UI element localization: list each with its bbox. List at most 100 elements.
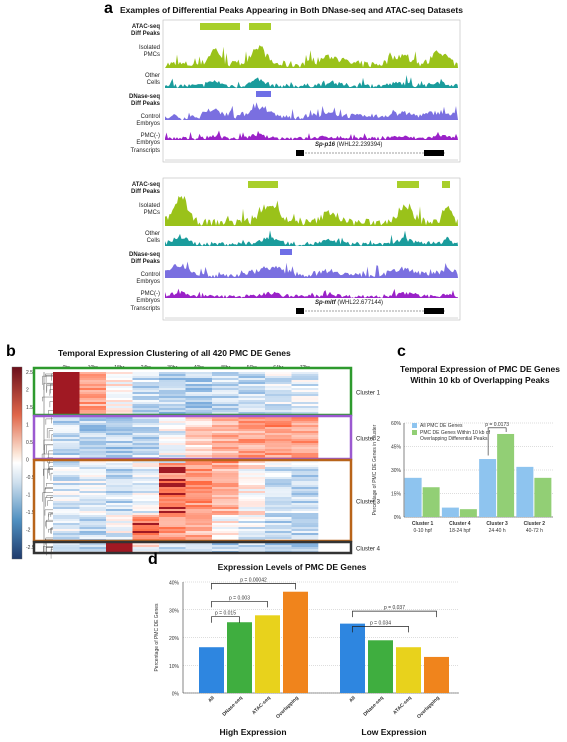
heatmap-cell: [53, 374, 80, 377]
heatmap-cell: [53, 386, 80, 389]
heatmap-cell: [159, 473, 186, 476]
heatmap-cell: [238, 535, 266, 538]
heatmap-cell: [291, 485, 319, 488]
heatmap-cell: [185, 437, 213, 440]
heatmap-cell: [238, 485, 266, 488]
a-top-dnase-peak-bar: [256, 91, 271, 97]
heatmap-cell: [79, 392, 107, 395]
heatmap-cell: [238, 455, 266, 458]
heatmap-cell: [265, 384, 292, 387]
heatmap-cell: [212, 489, 239, 492]
heatmap-cell: [79, 519, 107, 522]
heatmap-cell: [106, 390, 133, 393]
panel-d-title: Expression Levels of PMC DE Genes: [218, 562, 367, 572]
heatmap-cell: [106, 396, 133, 399]
heatmap-cell: [291, 429, 319, 432]
heatmap-cell: [53, 408, 80, 411]
heatmap-cell: [79, 543, 107, 546]
heatmap-cell: [79, 533, 107, 536]
heatmap-cell: [159, 400, 186, 403]
heatmap-cell: [238, 475, 266, 478]
heatmap-cell: [212, 481, 239, 484]
heatmap-cell: [291, 449, 319, 452]
heatmap-cell: [265, 378, 292, 381]
heatmap-cell: [79, 517, 107, 520]
a-bottom-track-label: Cells: [147, 238, 160, 244]
heatmap-cell: [212, 479, 239, 482]
heatmap-cell: [265, 513, 292, 516]
heatmap-cell: [185, 535, 213, 538]
heatmap-cell: [265, 525, 292, 528]
heatmap-cell: [265, 519, 292, 522]
heatmap-cell: [238, 513, 266, 516]
d-bar-overlapping: [424, 656, 449, 693]
heatmap-cell: [212, 549, 239, 552]
heatmap-cell: [159, 523, 186, 526]
heatmap-cell: [132, 495, 160, 498]
heatmap-cell: [291, 513, 319, 516]
heatmap-cell: [238, 437, 266, 440]
heatmap-cell: [185, 495, 213, 498]
heatmap-cell: [265, 527, 292, 530]
heatmap-cell: [79, 537, 107, 540]
heatmap-cell: [53, 388, 80, 391]
heatmap-cell: [265, 549, 292, 552]
heatmap-cell: [79, 451, 107, 454]
color-scale-bar: [11, 366, 23, 560]
heatmap-cell: [159, 489, 186, 492]
d-category-label: ATAC-seq: [251, 695, 272, 716]
heatmap-cell: [212, 515, 239, 518]
heatmap-cell: [53, 495, 80, 498]
heatmap-cell: [238, 525, 266, 528]
heatmap-cell: [106, 491, 133, 494]
c-ytick-label: 30%: [391, 468, 402, 474]
heatmap-cell: [159, 535, 186, 538]
heatmap-cell: [53, 447, 80, 450]
heatmap-cell: [265, 402, 292, 405]
heatmap-cell: [265, 386, 292, 389]
heatmap-cell: [185, 396, 213, 399]
heatmap-cell: [106, 525, 133, 528]
heatmap-cell: [238, 515, 266, 518]
heatmap-cell: [212, 491, 239, 494]
heatmap-cell: [132, 543, 160, 546]
c-category-label: Cluster 3: [486, 521, 508, 527]
heatmap-cell: [291, 545, 319, 548]
heatmap-cell: [265, 473, 292, 476]
heatmap-cell: [159, 483, 186, 486]
heatmap-cell: [185, 398, 213, 401]
heatmap-cell: [291, 501, 319, 504]
heatmap-cell: [291, 453, 319, 456]
heatmap-cell: [159, 429, 186, 432]
heatmap-cell: [212, 497, 239, 500]
heatmap-cell: [238, 479, 266, 482]
heatmap-cell: [212, 374, 239, 377]
heatmap-cell: [185, 427, 213, 430]
heatmap-cell: [79, 481, 107, 484]
heatmap-cell: [265, 419, 292, 422]
heatmap-cell: [238, 398, 266, 401]
heatmap-cell: [53, 463, 80, 466]
heatmap-cell: [53, 437, 80, 440]
heatmap-cell: [159, 521, 186, 524]
heatmap-cell: [53, 398, 80, 401]
heatmap-cell: [106, 376, 133, 379]
a-top-track-label: Isolated: [139, 45, 160, 51]
heatmap-cell: [265, 507, 292, 510]
cluster-label: Cluster 1: [356, 391, 381, 397]
heatmap-cell: [212, 463, 239, 466]
heatmap-cell: [132, 511, 160, 514]
heatmap-cell: [238, 487, 266, 490]
heatmap-cell: [265, 515, 292, 518]
heatmap-cell: [185, 410, 213, 413]
heatmap-cell: [132, 547, 160, 550]
heatmap-cell: [238, 425, 266, 428]
heatmap-cell: [238, 417, 266, 420]
heatmap-cell: [212, 372, 239, 375]
heatmap-cell: [79, 410, 107, 413]
heatmap-cell: [291, 433, 319, 436]
heatmap-cell: [185, 491, 213, 494]
heatmap-cell: [212, 376, 239, 379]
heatmap-cell: [53, 429, 80, 432]
